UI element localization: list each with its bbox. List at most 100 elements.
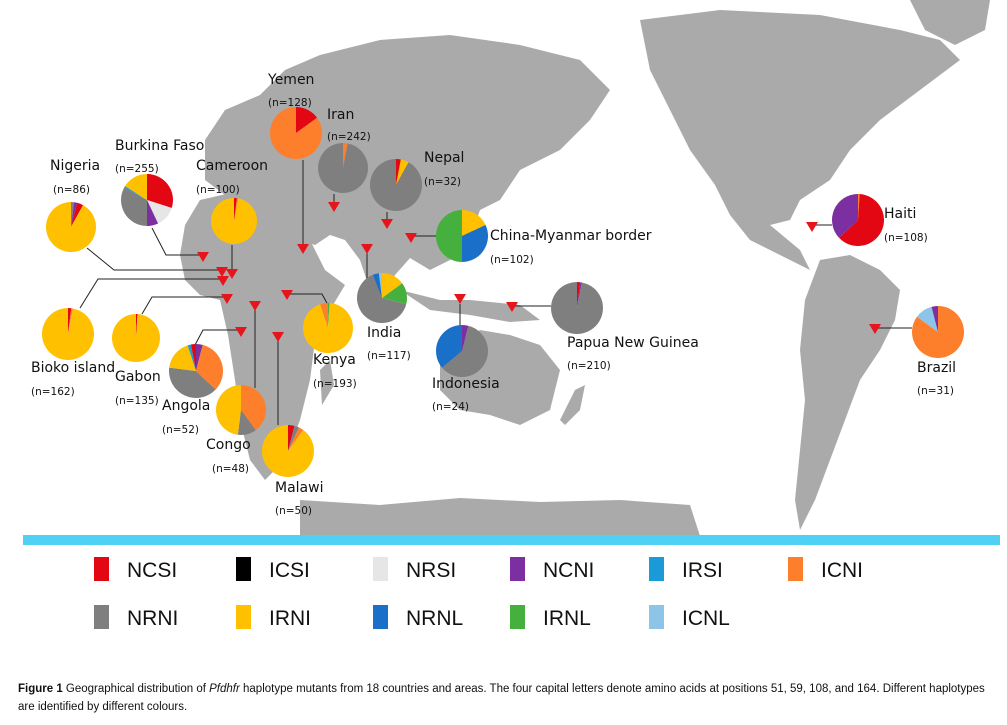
- connector-lines: [79, 160, 912, 425]
- pie-slice-ICNL: [916, 306, 938, 332]
- connector-kenya: [287, 293, 329, 306]
- n-congo: (n=48): [212, 463, 249, 475]
- location-marker-icon: [381, 219, 393, 229]
- n-haiti: (n=108): [884, 232, 928, 244]
- pie-slice-IRNI: [211, 198, 258, 245]
- label-gabon: Gabon: [115, 369, 161, 385]
- pie-slice-NCNI: [196, 344, 203, 371]
- location-markers: [197, 202, 881, 342]
- haplotype-legend: NCSI ICSI NRSI NCNI IRSI ICNI NRNI IRNI NRNL IRNL…: [94, 557, 863, 630]
- location-marker-icon: [806, 222, 818, 232]
- n-nigeria: (n=86): [53, 184, 90, 196]
- pie-slice-IRNI: [382, 273, 403, 298]
- pie-angola: [168, 344, 223, 399]
- n-png: (n=210): [567, 360, 611, 372]
- pie-slice-NRNI: [168, 367, 216, 399]
- legend-label: ICNI: [821, 559, 863, 582]
- connector-angola: [194, 329, 238, 346]
- pie-slice-IRSI: [187, 344, 196, 371]
- landmass-new-zealand: [560, 385, 585, 425]
- pie-slice-NRNI: [288, 425, 300, 451]
- legend-swatch: [236, 557, 251, 581]
- pie-slice-NRNI: [237, 410, 256, 436]
- pie-slice-NRSI: [147, 200, 172, 224]
- ocean-divider-bar: [23, 535, 1000, 545]
- pie-slice-IRNI: [215, 385, 241, 435]
- label-haiti: Haiti: [884, 206, 916, 222]
- legend-label: ICSI: [269, 559, 310, 582]
- label-kenya: Kenya: [313, 352, 356, 368]
- caption-text-1: Geographical distribution of: [62, 683, 210, 695]
- location-marker-icon: [297, 244, 309, 254]
- haplotype-map-figure: Yemen (n=128) Iran (n=242) Nepal (n=32) …: [23, 0, 1000, 630]
- legend-swatch: [236, 605, 251, 629]
- pie-china-myanmar-border: [436, 210, 488, 262]
- n-yemen: (n=128): [268, 97, 312, 109]
- n-brazil: (n=31): [917, 385, 954, 397]
- label-bioko: Bioko island: [31, 360, 115, 376]
- label-yemen: Yemen: [267, 72, 314, 88]
- legend-item-nrsi: NRSI: [373, 557, 456, 582]
- landmass-greenland: [910, 0, 990, 45]
- pie-slice-NCNI: [71, 202, 78, 227]
- pie-kenya: [302, 303, 353, 353]
- legend-label: NRNI: [127, 607, 178, 630]
- label-malawi: Malawi: [275, 480, 323, 496]
- pie-slice-NRNI: [71, 202, 75, 227]
- caption-text-2: haplotype mutants from 18 countries and …: [18, 683, 985, 713]
- country-labels: Yemen (n=128) Iran (n=242) Nepal (n=32) …: [31, 72, 956, 517]
- pie-slice-ICNI: [288, 427, 304, 451]
- n-iran: (n=242): [327, 131, 371, 143]
- pie-slice-NCNI: [462, 325, 469, 351]
- legend-label: NCNI: [543, 559, 594, 582]
- pie-slice-ICNI: [196, 344, 223, 390]
- legend-label: ICNL: [682, 607, 730, 630]
- label-angola: Angola: [162, 398, 210, 414]
- pie-slice-NCNI: [931, 306, 938, 332]
- pie-slice-NCNI: [832, 194, 858, 238]
- n-nepal: (n=32): [424, 176, 461, 188]
- pie-slice-NCSI: [288, 425, 295, 451]
- connector-burkina-faso: [151, 227, 200, 256]
- pie-slice-IRNI: [125, 174, 147, 200]
- pie-haiti: [832, 194, 885, 247]
- caption-label: Figure 1: [18, 683, 63, 695]
- pie-cameroon: [211, 198, 258, 245]
- pie-slice-ICNI: [68, 308, 73, 334]
- location-marker-icon: [226, 269, 238, 279]
- pie-slice-ICNI: [320, 303, 328, 328]
- legend-swatch: [649, 605, 664, 629]
- location-marker-icon: [281, 290, 293, 300]
- pie-slice-IRNI: [45, 202, 96, 252]
- location-marker-icon: [235, 327, 247, 337]
- legend-label: IRNI: [269, 607, 311, 630]
- pie-slice-NRNI: [317, 143, 368, 193]
- pie-charts: [41, 107, 965, 478]
- location-marker-icon: [361, 244, 373, 254]
- caption-gene: Pfdhfr: [209, 683, 240, 695]
- pie-slice-NCSI: [147, 174, 174, 209]
- landmass-africa: [180, 192, 345, 480]
- legend-item-ncsi: NCSI: [94, 557, 177, 582]
- legend-item-icni: ICNI: [788, 557, 863, 582]
- pie-slice-NRNI: [441, 325, 489, 377]
- pie-slice-NRNI: [121, 187, 147, 226]
- pie-slice-IRNI: [41, 308, 94, 361]
- pie-slice-NCNI: [577, 282, 582, 308]
- location-marker-icon: [221, 294, 233, 304]
- label-india: India: [367, 325, 401, 341]
- legend-swatch: [788, 557, 803, 581]
- legend-item-icnl: ICNL: [649, 605, 730, 630]
- figure-caption: Figure 1 Geographical distribution of Pf…: [18, 680, 993, 716]
- pie-slice-NCSI: [68, 308, 72, 334]
- legend-item-icsi: ICSI: [236, 557, 310, 582]
- pie-congo: [215, 385, 266, 436]
- landmass-south-america: [795, 255, 900, 530]
- pie-slice-ICNI: [858, 194, 860, 220]
- pie-slice-ICNI: [270, 107, 322, 159]
- connector-nigeria: [86, 247, 222, 271]
- pie-slice-IRNI: [262, 425, 315, 478]
- label-china-myanmar: China-Myanmar border: [490, 228, 652, 244]
- legend-swatch: [373, 605, 388, 629]
- n-kenya: (n=193): [313, 378, 357, 390]
